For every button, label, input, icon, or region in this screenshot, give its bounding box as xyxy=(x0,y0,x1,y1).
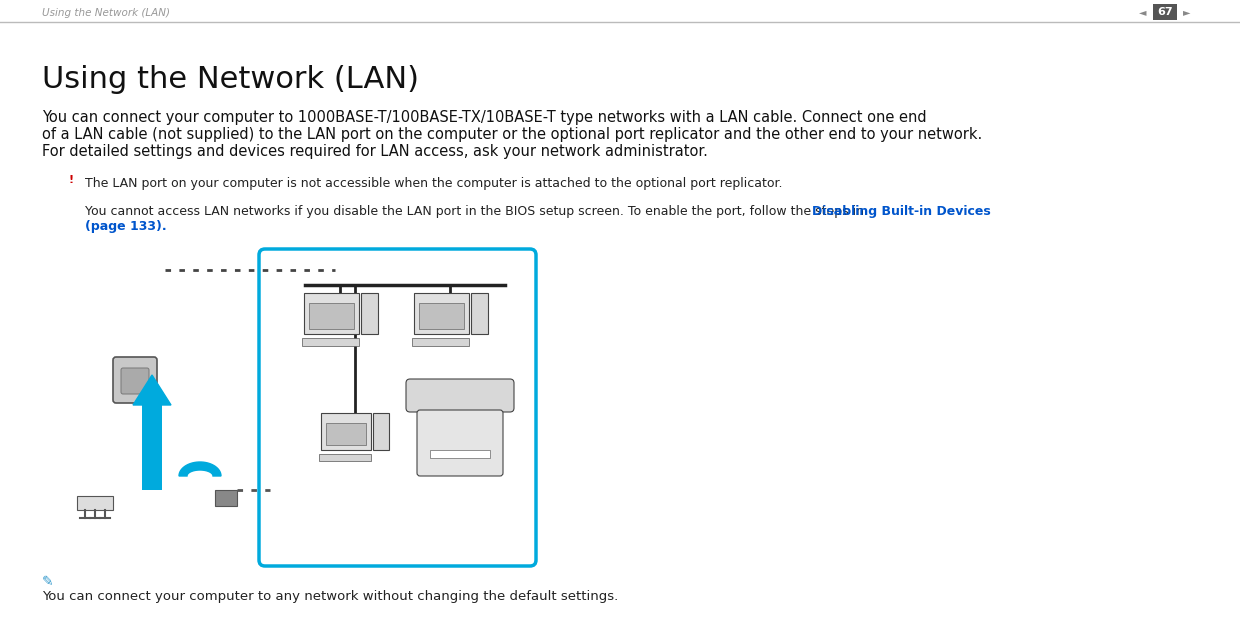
Bar xyxy=(361,293,378,334)
Bar xyxy=(309,303,353,329)
Text: You can connect your computer to any network without changing the default settin: You can connect your computer to any net… xyxy=(42,590,619,603)
Text: !: ! xyxy=(68,175,73,185)
Bar xyxy=(373,413,389,450)
Bar xyxy=(215,490,237,506)
Bar xyxy=(143,405,162,490)
Text: The LAN port on your computer is not accessible when the computer is attached to: The LAN port on your computer is not acc… xyxy=(86,177,782,190)
FancyBboxPatch shape xyxy=(405,379,515,412)
Bar xyxy=(77,496,113,510)
Bar xyxy=(319,454,371,461)
Bar xyxy=(1153,4,1177,20)
Bar xyxy=(471,293,489,334)
Bar xyxy=(412,338,469,346)
FancyBboxPatch shape xyxy=(122,368,149,394)
Bar xyxy=(430,450,490,458)
FancyBboxPatch shape xyxy=(417,410,503,476)
Bar xyxy=(303,338,360,346)
Text: Disabling Built-in Devices: Disabling Built-in Devices xyxy=(812,205,991,218)
Text: ◄: ◄ xyxy=(1140,7,1147,17)
Polygon shape xyxy=(133,375,171,405)
Text: For detailed settings and devices required for LAN access, ask your network admi: For detailed settings and devices requir… xyxy=(42,144,708,159)
Bar xyxy=(419,303,464,329)
Text: You cannot access LAN networks if you disable the LAN port in the BIOS setup scr: You cannot access LAN networks if you di… xyxy=(86,205,868,218)
Bar xyxy=(414,293,469,334)
Bar xyxy=(304,293,360,334)
Text: You can connect your computer to 1000BASE-T/100BASE-TX/10BASE-T type networks wi: You can connect your computer to 1000BAS… xyxy=(42,110,926,125)
Text: (page 133).: (page 133). xyxy=(86,220,166,233)
Text: 67: 67 xyxy=(1157,7,1173,17)
FancyBboxPatch shape xyxy=(113,357,157,403)
Polygon shape xyxy=(179,462,221,476)
FancyBboxPatch shape xyxy=(259,249,536,566)
Text: Using the Network (LAN): Using the Network (LAN) xyxy=(42,65,419,94)
Text: ✎: ✎ xyxy=(42,575,53,589)
Text: ►: ► xyxy=(1183,7,1190,17)
Text: of a LAN cable (not supplied) to the LAN port on the computer or the optional po: of a LAN cable (not supplied) to the LAN… xyxy=(42,127,982,142)
Bar xyxy=(326,423,366,445)
Bar xyxy=(321,413,371,450)
Text: Using the Network (LAN): Using the Network (LAN) xyxy=(42,8,170,18)
